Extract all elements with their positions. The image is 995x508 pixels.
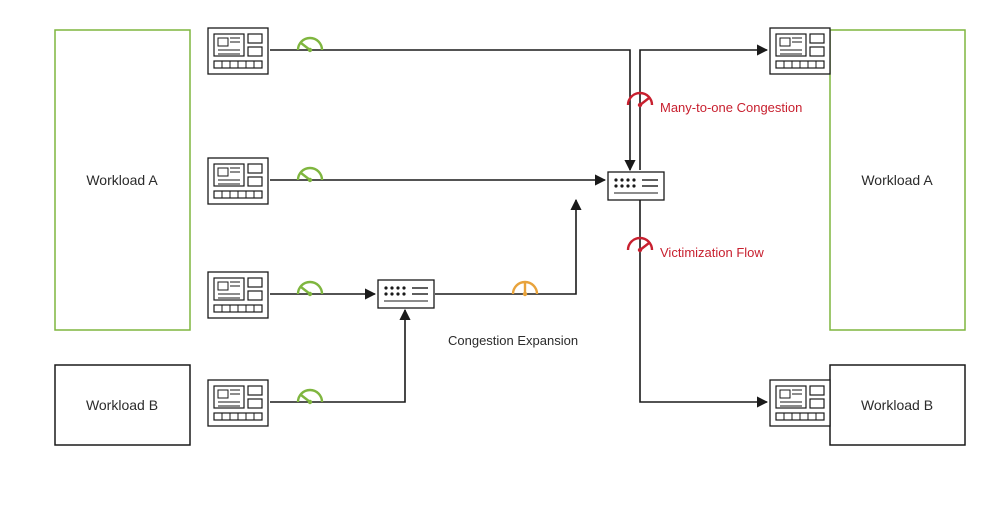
workload-b-left: Workload B <box>55 365 190 445</box>
nic-icon <box>208 28 268 74</box>
edge-nic1-switch <box>270 50 630 170</box>
workload-b-right: Workload B <box>830 365 965 445</box>
workload-b-right-label: Workload B <box>861 397 933 413</box>
label-many-to-one: Many-to-one Congestion <box>660 100 802 115</box>
network-diagram: Workload A Workload B Workload A Workloa… <box>0 0 995 508</box>
nic-icon <box>208 158 268 204</box>
nic-icon <box>770 28 830 74</box>
nic-icon <box>208 380 268 426</box>
switch-icon <box>608 172 664 200</box>
label-congestion-expansion: Congestion Expansion <box>448 333 578 348</box>
label-victimization: Victimization Flow <box>660 245 764 260</box>
edge-midswitch-center <box>435 200 576 294</box>
workload-a-left-label: Workload A <box>86 172 158 188</box>
workload-a-left: Workload A <box>55 30 190 330</box>
edge-center-nicR2 <box>640 200 767 402</box>
workload-b-left-label: Workload B <box>86 397 158 413</box>
workload-a-right: Workload A <box>830 30 965 330</box>
nic-icon <box>770 380 830 426</box>
gauges <box>298 38 652 404</box>
switch-icon <box>378 280 434 308</box>
workload-a-right-label: Workload A <box>861 172 933 188</box>
nic-icon <box>208 272 268 318</box>
edge-nic4-midswitch <box>270 310 405 402</box>
